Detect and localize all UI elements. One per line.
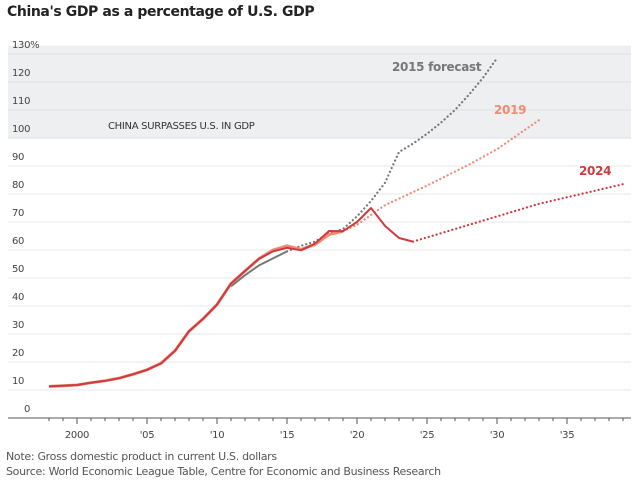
series-label: 2015 forecast [392, 60, 482, 74]
y-tick-label: 60 [12, 236, 24, 247]
series-forecast-2024 [411, 183, 625, 243]
chart-note: Note: Gross domestic product in current … [6, 450, 277, 463]
y-tick-label: 130% [12, 40, 39, 51]
y-tick-label: 0 [24, 404, 30, 415]
y-tick-label: 80 [12, 180, 24, 191]
y-tick-label: 50 [12, 264, 24, 275]
y-tick-label: 120 [12, 68, 30, 79]
x-tick-label: '05 [140, 430, 155, 441]
series-label: 2024 [579, 164, 611, 178]
x-tick-label: '25 [420, 430, 435, 441]
x-tick-label: 2000 [65, 430, 89, 441]
y-tick-label: 100 [12, 124, 30, 135]
series-actual-2024 [48, 207, 414, 388]
series-label: 2019 [494, 103, 526, 117]
x-tick-label: '35 [560, 430, 575, 441]
y-tick-label: 20 [12, 348, 24, 359]
series-actual-2019 [48, 229, 344, 388]
series-forecast-2019 [341, 119, 541, 233]
y-tick-label: 90 [12, 152, 24, 163]
chart-title: China's GDP as a percentage of U.S. GDP [7, 4, 315, 20]
x-tick-label: '15 [280, 430, 295, 441]
series-actual-2015-forecast [230, 250, 288, 288]
y-tick-label: 70 [12, 208, 24, 219]
chart-source: Source: World Economic League Table, Cen… [6, 465, 441, 478]
x-tick-label: '10 [210, 430, 225, 441]
shaded-region-label: CHINA SURPASSES U.S. IN GDP [108, 121, 255, 132]
y-tick-label: 110 [12, 96, 30, 107]
x-tick-label: '20 [350, 430, 365, 441]
y-tick-label: 40 [12, 292, 24, 303]
x-tick-label: '30 [490, 430, 505, 441]
y-tick-label: 10 [12, 376, 24, 387]
shaded-region [8, 45, 631, 138]
y-tick-label: 30 [12, 320, 24, 331]
